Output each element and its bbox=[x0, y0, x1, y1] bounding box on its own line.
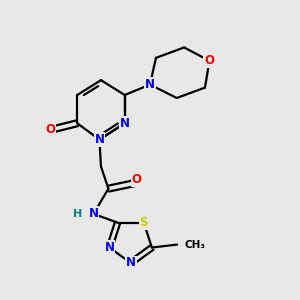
Text: CH₃: CH₃ bbox=[184, 240, 206, 250]
Text: O: O bbox=[204, 54, 214, 67]
Text: N: N bbox=[104, 241, 115, 254]
Text: N: N bbox=[120, 117, 130, 130]
Text: N: N bbox=[126, 256, 136, 269]
Text: N: N bbox=[145, 78, 155, 91]
Text: O: O bbox=[45, 123, 56, 136]
Text: N: N bbox=[88, 207, 98, 220]
Text: H: H bbox=[73, 209, 82, 219]
Text: N: N bbox=[94, 133, 104, 146]
Text: S: S bbox=[140, 216, 148, 229]
Text: O: O bbox=[132, 173, 142, 186]
